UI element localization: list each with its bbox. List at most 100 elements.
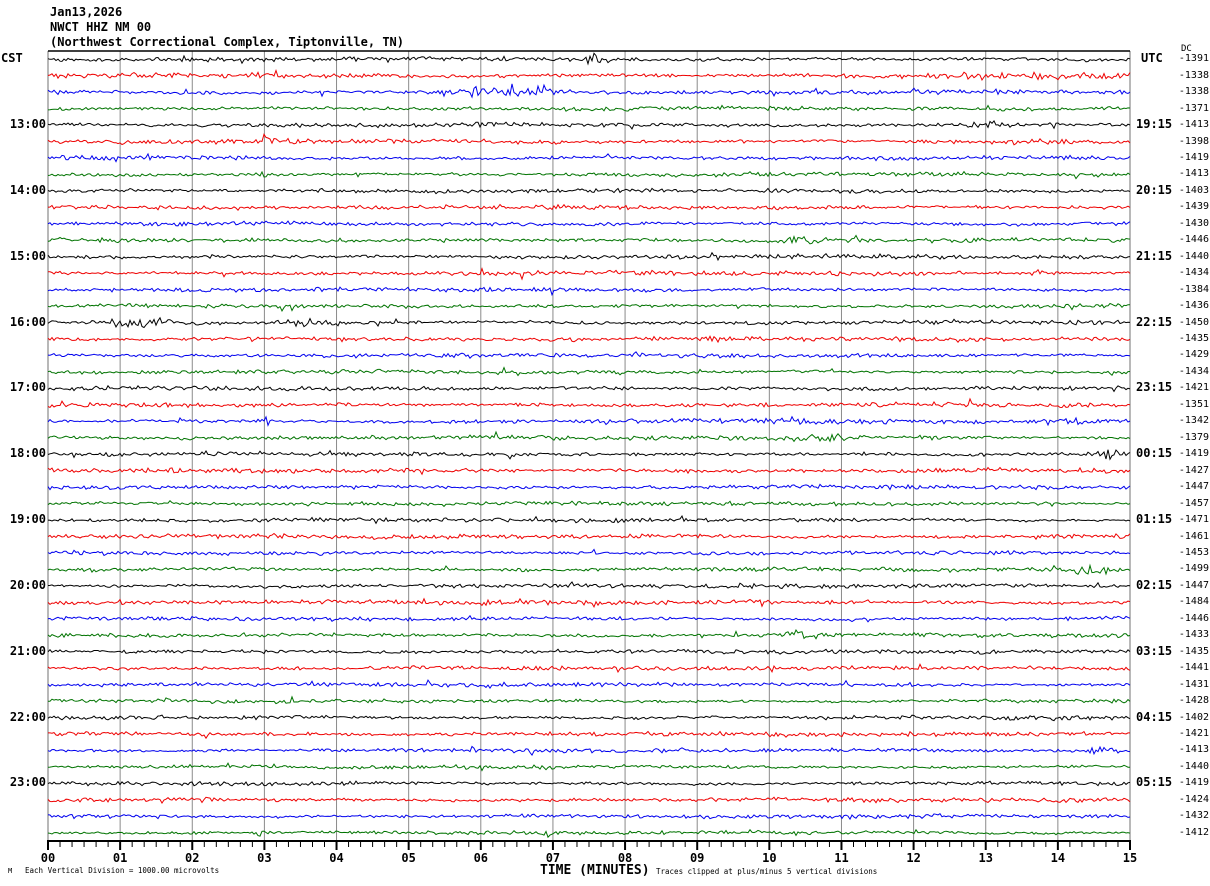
trace-row [47,714,1131,722]
hour-label-cst: 18:00 [9,446,46,461]
hour-label-utc: 20:15 [1136,182,1173,197]
dc-value: -1446 [1178,234,1209,246]
trace-row [47,119,1131,130]
dc-value: -1429 [1178,349,1209,361]
trace-row [47,663,1131,674]
trace-row [47,351,1131,360]
x-tick-label: 15 [1122,851,1138,865]
dc-value: -1419 [1178,151,1209,163]
dc-value: -1433 [1178,629,1209,641]
trace-row [47,384,1131,393]
dc-value: -1412 [1178,826,1209,838]
dc-value: -1421 [1178,728,1209,740]
hour-label-cst: 15:00 [9,248,46,263]
hour-label-utc: 00:15 [1136,446,1173,461]
utc-header: UTC [1141,51,1163,65]
trace-row [47,597,1131,609]
trace-row [47,563,1131,576]
dc-value: -1446 [1178,612,1209,624]
dc-value: -1439 [1178,201,1209,213]
dc-value: -1447 [1178,579,1209,591]
dc-value: -1484 [1178,596,1209,608]
dc-value: -1379 [1178,431,1209,443]
x-tick-label: 07 [545,851,561,865]
dc-value: -1427 [1178,464,1209,476]
hour-label-cst: 20:00 [9,577,46,592]
trace-row [47,581,1131,590]
dc-value: -1413 [1178,744,1209,756]
hour-label-utc: 01:15 [1136,512,1173,527]
dc-value: -1338 [1178,69,1209,81]
x-tick-label: 14 [1050,851,1066,865]
dc-value: -1434 [1178,267,1209,279]
dc-value: -1435 [1178,645,1209,657]
dc-value: -1461 [1178,530,1209,542]
dc-value: -1471 [1178,514,1209,526]
scale-note: Each Vertical Division = 1000.00 microvo… [25,866,220,875]
trace-row [47,251,1131,262]
trace-row [48,267,1131,281]
dc-value: -1413 [1178,168,1209,180]
dc-value: -1402 [1178,711,1209,723]
trace-row [47,679,1131,690]
trace-row [47,780,1131,787]
dc-value: -1431 [1178,678,1209,690]
hour-label-utc: 03:15 [1136,643,1173,658]
trace-row [47,52,1131,66]
dc-value: -1453 [1178,546,1209,558]
dc-value: -1435 [1178,333,1209,345]
dc-value: -1440 [1178,760,1209,772]
hour-label-cst: 22:00 [9,709,46,724]
trace-row [47,415,1131,427]
dc-value: -1499 [1178,563,1209,575]
trace-row [47,133,1131,146]
dc-value: -1424 [1178,793,1209,805]
x-tick-label: 13 [978,851,993,865]
x-tick-label: 11 [834,851,849,865]
hour-label-cst: 21:00 [9,643,46,658]
trace-row [47,220,1131,227]
clip-note: Traces clipped at plus/minus 5 vertical … [656,867,878,876]
corner-mark: M [8,867,13,875]
hour-label-cst: 19:00 [9,512,46,527]
hour-label-utc: 21:15 [1136,248,1173,263]
trace-row [47,466,1131,476]
trace-row [47,449,1131,461]
trace-row [47,203,1131,212]
x-tick-label: 05 [401,851,416,865]
trace-row [47,796,1131,804]
dc-value: -1398 [1178,135,1209,147]
x-tick-label: 04 [329,851,344,865]
hour-label-cst: 14:00 [9,182,46,197]
dc-value: -1403 [1178,184,1209,196]
trace-row [47,316,1131,329]
x-tick-label: 10 [762,851,777,865]
trace-row [47,745,1131,757]
hour-label-cst: 13:00 [9,117,46,132]
dc-header: DC [1181,44,1192,54]
dc-value: -1338 [1178,86,1209,98]
trace-row [47,83,1131,99]
cst-header: CST [1,51,23,65]
hour-label-utc: 19:15 [1136,117,1173,132]
trace-row [47,152,1131,163]
x-tick-label: 03 [257,851,272,865]
dc-value: -1413 [1178,119,1209,131]
trace-row [47,548,1131,557]
trace-row [47,515,1131,525]
hour-label-utc: 02:15 [1136,577,1173,592]
dc-value: -1430 [1178,217,1209,229]
dc-value: -1342 [1178,415,1209,427]
trace-row [47,499,1131,508]
hour-label-utc: 04:15 [1136,709,1173,724]
hour-label-utc: 23:15 [1136,380,1173,395]
station-code: NWCT HHZ NM 00 [50,20,152,34]
trace-row [47,302,1131,312]
dc-value: -1441 [1178,662,1209,674]
trace-row [47,104,1131,112]
dc-value: -1434 [1178,365,1209,377]
x-tick-label: 08 [617,851,633,865]
trace-row [47,366,1131,377]
